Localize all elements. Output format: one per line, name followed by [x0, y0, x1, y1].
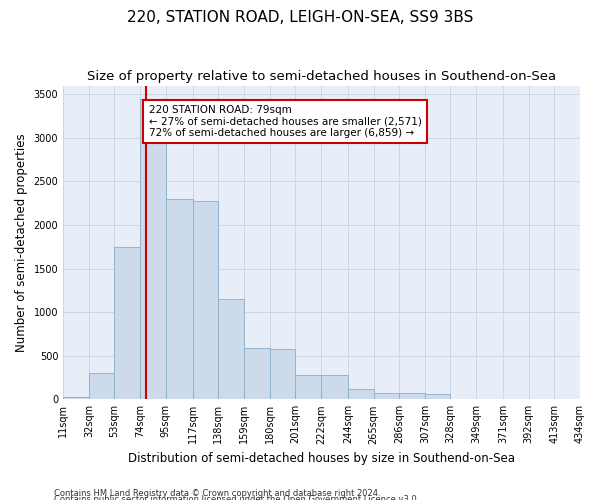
Bar: [374, 393, 399, 400]
Text: Contains HM Land Registry data © Crown copyright and database right 2024.: Contains HM Land Registry data © Crown c…: [54, 488, 380, 498]
Bar: [89, 373, 115, 400]
Y-axis label: Number of semi-detached properties: Number of semi-detached properties: [15, 133, 28, 352]
Bar: [269, 349, 295, 400]
Bar: [348, 389, 374, 400]
Title: Size of property relative to semi-detached houses in Southend-on-Sea: Size of property relative to semi-detach…: [87, 70, 556, 83]
Text: 220 STATION ROAD: 79sqm
← 27% of semi-detached houses are smaller (2,571)
72% of: 220 STATION ROAD: 79sqm ← 27% of semi-de…: [149, 104, 422, 138]
Bar: [399, 393, 425, 400]
Bar: [244, 348, 269, 400]
Bar: [115, 247, 140, 400]
Bar: [295, 375, 321, 400]
Text: Contains public sector information licensed under the Open Government Licence v3: Contains public sector information licen…: [54, 495, 419, 500]
Bar: [193, 200, 218, 400]
Text: 220, STATION ROAD, LEIGH-ON-SEA, SS9 3BS: 220, STATION ROAD, LEIGH-ON-SEA, SS9 3BS: [127, 10, 473, 25]
Bar: [321, 376, 348, 400]
Bar: [63, 396, 89, 400]
Bar: [140, 98, 166, 400]
Bar: [218, 299, 244, 400]
Bar: [425, 394, 451, 400]
X-axis label: Distribution of semi-detached houses by size in Southend-on-Sea: Distribution of semi-detached houses by …: [128, 452, 515, 465]
Bar: [166, 199, 193, 400]
